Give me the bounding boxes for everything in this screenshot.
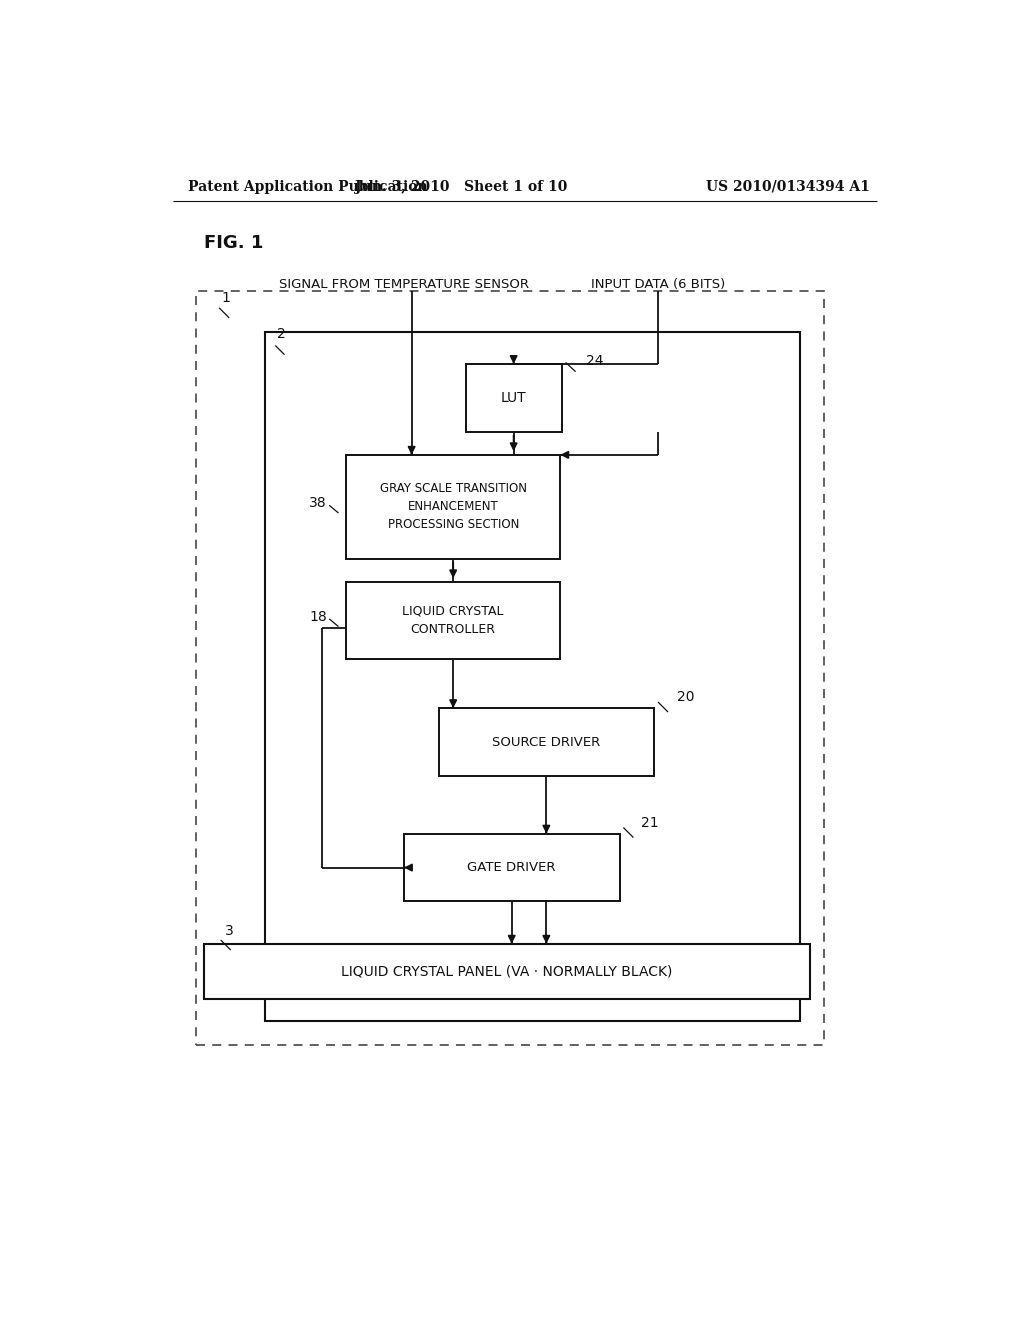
Text: LUT: LUT <box>501 391 526 405</box>
Text: 18: 18 <box>309 610 327 623</box>
Text: 38: 38 <box>309 496 327 510</box>
Text: 2: 2 <box>276 327 286 341</box>
Bar <box>196 290 823 1045</box>
Bar <box>346 582 560 659</box>
Bar <box>403 834 620 902</box>
Text: GRAY SCALE TRANSITION
ENHANCEMENT
PROCESSING SECTION: GRAY SCALE TRANSITION ENHANCEMENT PROCES… <box>380 482 526 532</box>
Text: Jun. 3, 2010   Sheet 1 of 10: Jun. 3, 2010 Sheet 1 of 10 <box>355 180 568 194</box>
Text: 20: 20 <box>677 690 694 705</box>
Text: 3: 3 <box>225 924 234 937</box>
Text: SOURCE DRIVER: SOURCE DRIVER <box>493 735 600 748</box>
Text: 21: 21 <box>641 816 658 830</box>
Text: 24: 24 <box>587 354 604 368</box>
Text: LIQUID CRYSTAL PANEL (VA · NORMALLY BLACK): LIQUID CRYSTAL PANEL (VA · NORMALLY BLAC… <box>341 965 673 978</box>
Text: FIG. 1: FIG. 1 <box>204 234 263 252</box>
Text: SIGNAL FROM TEMPERATURE SENSOR: SIGNAL FROM TEMPERATURE SENSOR <box>279 277 529 290</box>
Bar <box>346 455 560 558</box>
Text: LIQUID CRYSTAL
CONTROLLER: LIQUID CRYSTAL CONTROLLER <box>402 605 504 636</box>
Text: INPUT DATA (6 BITS): INPUT DATA (6 BITS) <box>591 277 725 290</box>
Bar <box>466 364 562 432</box>
Bar <box>204 944 810 999</box>
Text: GATE DRIVER: GATE DRIVER <box>468 861 556 874</box>
Text: US 2010/0134394 A1: US 2010/0134394 A1 <box>706 180 869 194</box>
Text: 1: 1 <box>221 290 230 305</box>
Bar <box>265 331 801 1020</box>
Bar <box>438 708 654 776</box>
Text: Patent Application Publication: Patent Application Publication <box>188 180 428 194</box>
